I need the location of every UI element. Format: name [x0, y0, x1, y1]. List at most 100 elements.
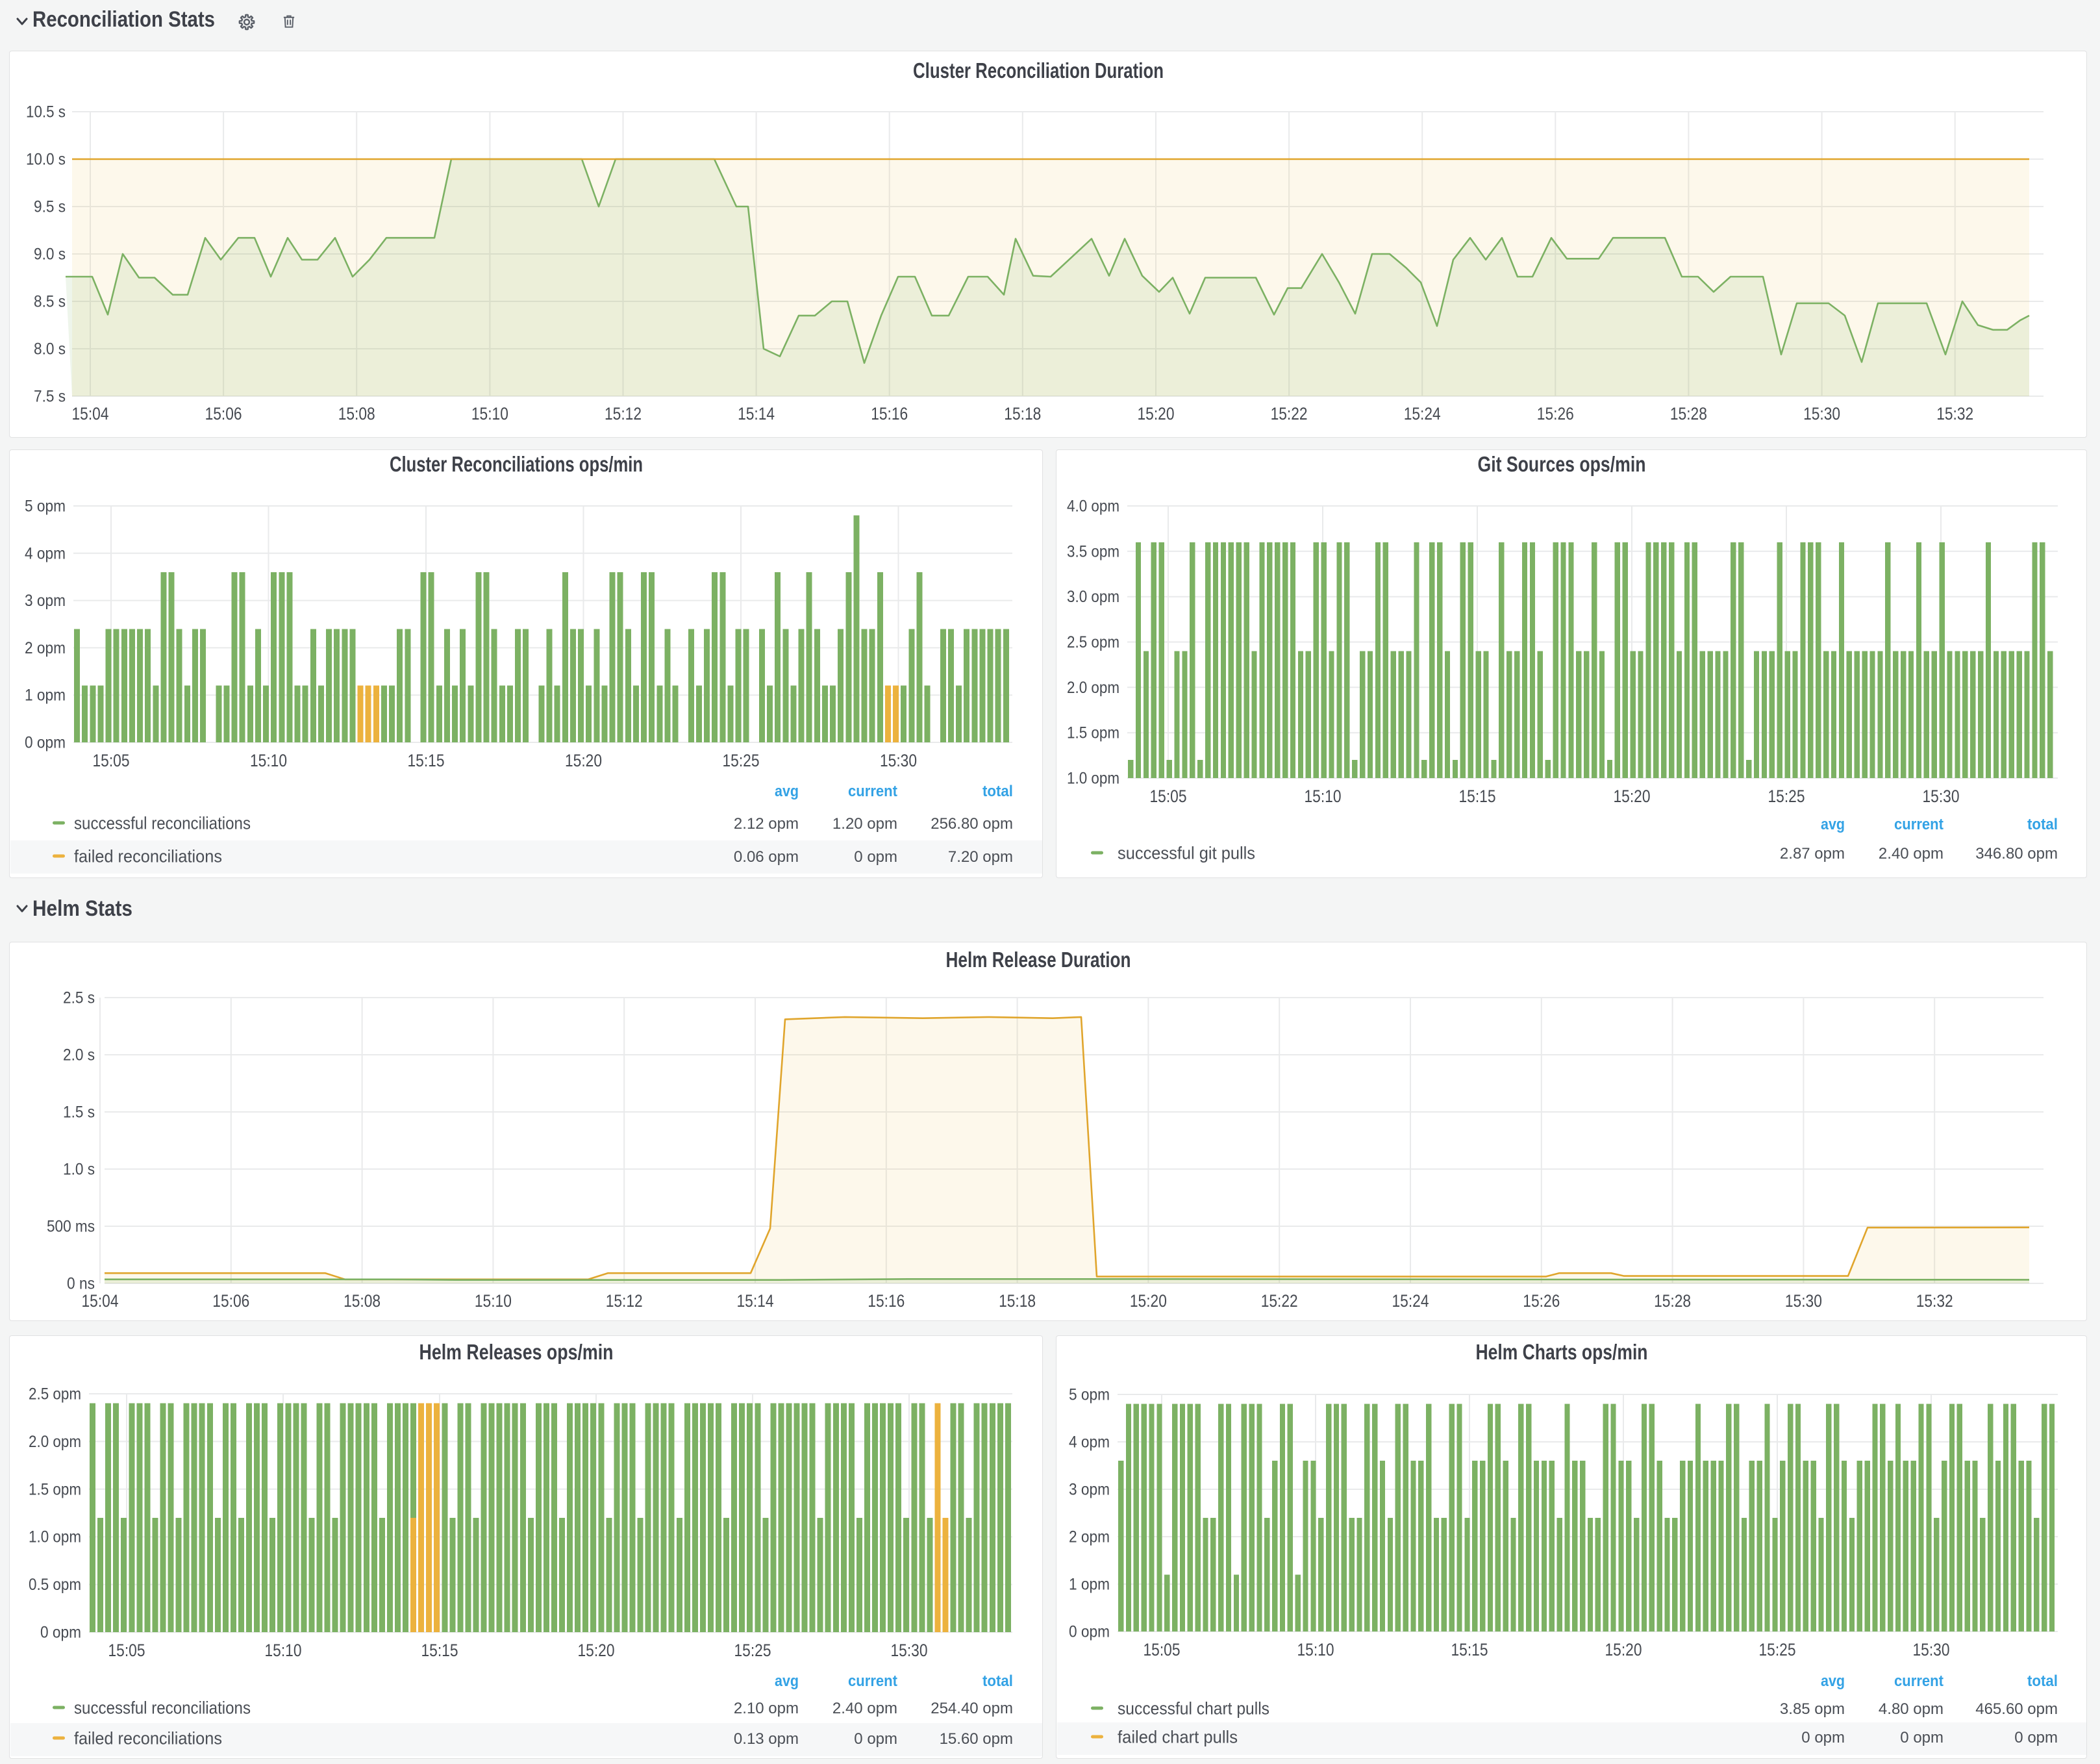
- svg-text:15:15: 15:15: [408, 751, 445, 770]
- svg-text:3.5 opm: 3.5 opm: [1067, 542, 1119, 561]
- svg-text:2.0 s: 2.0 s: [63, 1046, 95, 1065]
- svg-text:1.5 s: 1.5 s: [63, 1103, 95, 1122]
- svg-text:8.5 s: 8.5 s: [34, 293, 66, 311]
- svg-text:Helm Release Duration: Helm Release Duration: [946, 948, 1131, 972]
- svg-text:2.40 opm: 2.40 opm: [832, 1700, 897, 1717]
- svg-text:5 opm: 5 opm: [1069, 1386, 1110, 1404]
- svg-text:successful chart pulls: successful chart pulls: [1118, 1699, 1269, 1719]
- svg-text:15:32: 15:32: [1916, 1291, 1953, 1311]
- svg-text:total: total: [2027, 1672, 2058, 1690]
- svg-text:15:26: 15:26: [1537, 404, 1574, 423]
- svg-text:3 opm: 3 opm: [1069, 1481, 1110, 1499]
- svg-text:4.0 opm: 4.0 opm: [1067, 498, 1119, 516]
- svg-text:1.5 opm: 1.5 opm: [29, 1480, 81, 1498]
- svg-text:2 opm: 2 opm: [25, 639, 66, 657]
- svg-text:0 opm: 0 opm: [1900, 1729, 1944, 1746]
- svg-text:current: current: [1894, 816, 1944, 833]
- svg-text:2.87 opm: 2.87 opm: [1780, 845, 1845, 863]
- svg-text:total: total: [982, 1672, 1013, 1690]
- svg-text:15:22: 15:22: [1271, 404, 1308, 423]
- svg-text:7.5 s: 7.5 s: [34, 388, 66, 406]
- svg-text:failed reconciliations: failed reconciliations: [74, 1729, 222, 1748]
- svg-text:avg: avg: [1821, 816, 1845, 833]
- svg-text:0 opm: 0 opm: [40, 1624, 81, 1642]
- svg-text:15:30: 15:30: [1785, 1291, 1822, 1311]
- svg-text:0 opm: 0 opm: [25, 734, 66, 752]
- svg-text:15:10: 15:10: [250, 751, 287, 770]
- svg-text:avg: avg: [775, 1672, 799, 1690]
- svg-text:4 opm: 4 opm: [1069, 1433, 1110, 1452]
- svg-text:15:30: 15:30: [891, 1641, 928, 1660]
- svg-text:successful reconciliations: successful reconciliations: [74, 814, 251, 833]
- svg-text:15:10: 15:10: [265, 1641, 302, 1660]
- svg-text:1.0 opm: 1.0 opm: [29, 1528, 81, 1546]
- svg-text:15:06: 15:06: [205, 404, 242, 423]
- svg-text:254.40 opm: 254.40 opm: [931, 1700, 1013, 1717]
- svg-text:2.10 opm: 2.10 opm: [734, 1700, 799, 1717]
- svg-text:15:12: 15:12: [605, 404, 642, 423]
- svg-text:Helm Charts ops/min: Helm Charts ops/min: [1476, 1340, 1648, 1364]
- svg-text:0 opm: 0 opm: [1069, 1623, 1110, 1641]
- svg-text:15:05: 15:05: [1144, 1640, 1181, 1659]
- svg-text:8.0 s: 8.0 s: [34, 340, 66, 359]
- svg-text:15:32: 15:32: [1936, 404, 1973, 423]
- svg-text:15:20: 15:20: [1605, 1640, 1642, 1659]
- svg-text:15:24: 15:24: [1392, 1291, 1429, 1311]
- svg-text:346.80 opm: 346.80 opm: [1975, 845, 2058, 863]
- svg-text:15:08: 15:08: [344, 1291, 381, 1311]
- svg-text:15:20: 15:20: [1138, 404, 1175, 423]
- svg-text:Reconciliation Stats: Reconciliation Stats: [32, 7, 215, 32]
- svg-text:10.0 s: 10.0 s: [26, 151, 66, 169]
- svg-text:current: current: [848, 783, 897, 800]
- svg-text:Cluster Reconciliation Duratio: Cluster Reconciliation Duration: [913, 58, 1164, 82]
- svg-text:15:15: 15:15: [421, 1641, 458, 1660]
- svg-text:15:20: 15:20: [565, 751, 602, 770]
- svg-text:15:26: 15:26: [1523, 1291, 1560, 1311]
- svg-text:15:08: 15:08: [338, 404, 375, 423]
- svg-text:5 opm: 5 opm: [25, 498, 66, 516]
- svg-text:0.5 opm: 0.5 opm: [29, 1576, 81, 1594]
- svg-text:15:22: 15:22: [1261, 1291, 1298, 1311]
- svg-text:0 opm: 0 opm: [1801, 1729, 1845, 1746]
- svg-text:current: current: [848, 1672, 897, 1690]
- svg-text:15:10: 15:10: [1297, 1640, 1334, 1659]
- svg-text:465.60 opm: 465.60 opm: [1975, 1700, 2058, 1718]
- svg-text:total: total: [982, 783, 1013, 800]
- svg-text:Helm Releases ops/min: Helm Releases ops/min: [419, 1340, 614, 1364]
- svg-text:successful git pulls: successful git pulls: [1118, 844, 1255, 863]
- svg-text:15:25: 15:25: [723, 751, 760, 770]
- svg-text:0 opm: 0 opm: [854, 848, 897, 866]
- svg-text:15:14: 15:14: [738, 404, 775, 423]
- svg-text:15.60 opm: 15.60 opm: [940, 1730, 1013, 1748]
- svg-text:1 opm: 1 opm: [25, 687, 66, 705]
- svg-text:256.80 opm: 256.80 opm: [931, 815, 1013, 833]
- svg-text:500 ms: 500 ms: [47, 1218, 95, 1236]
- svg-text:1.0 opm: 1.0 opm: [1067, 770, 1119, 788]
- svg-text:4 opm: 4 opm: [25, 544, 66, 562]
- svg-text:15:15: 15:15: [1451, 1640, 1488, 1659]
- svg-text:15:30: 15:30: [1913, 1640, 1950, 1659]
- svg-text:15:10: 15:10: [1305, 787, 1342, 806]
- svg-text:7.20 opm: 7.20 opm: [948, 848, 1013, 866]
- svg-text:15:25: 15:25: [1768, 787, 1805, 806]
- svg-text:1.20 opm: 1.20 opm: [832, 815, 897, 833]
- svg-text:15:20: 15:20: [1130, 1291, 1167, 1311]
- svg-text:2.40 opm: 2.40 opm: [1879, 845, 1944, 863]
- svg-text:9.0 s: 9.0 s: [34, 246, 66, 264]
- svg-text:15:24: 15:24: [1404, 404, 1441, 423]
- svg-text:15:30: 15:30: [1923, 787, 1960, 806]
- svg-text:15:25: 15:25: [1759, 1640, 1796, 1659]
- svg-text:failed chart pulls: failed chart pulls: [1118, 1728, 1238, 1747]
- svg-text:15:25: 15:25: [734, 1641, 771, 1660]
- svg-text:15:05: 15:05: [93, 751, 130, 770]
- svg-text:Git Sources ops/min: Git Sources ops/min: [1478, 452, 1646, 476]
- svg-text:9.5 s: 9.5 s: [34, 198, 66, 216]
- svg-text:15:18: 15:18: [1004, 404, 1041, 423]
- svg-text:failed reconciliations: failed reconciliations: [74, 847, 222, 866]
- svg-text:1.0 s: 1.0 s: [63, 1161, 95, 1179]
- svg-text:3 opm: 3 opm: [25, 592, 66, 610]
- svg-text:15:28: 15:28: [1670, 404, 1707, 423]
- svg-text:0 ns: 0 ns: [67, 1275, 95, 1293]
- svg-text:avg: avg: [1821, 1672, 1845, 1690]
- svg-text:2.12 opm: 2.12 opm: [734, 815, 799, 833]
